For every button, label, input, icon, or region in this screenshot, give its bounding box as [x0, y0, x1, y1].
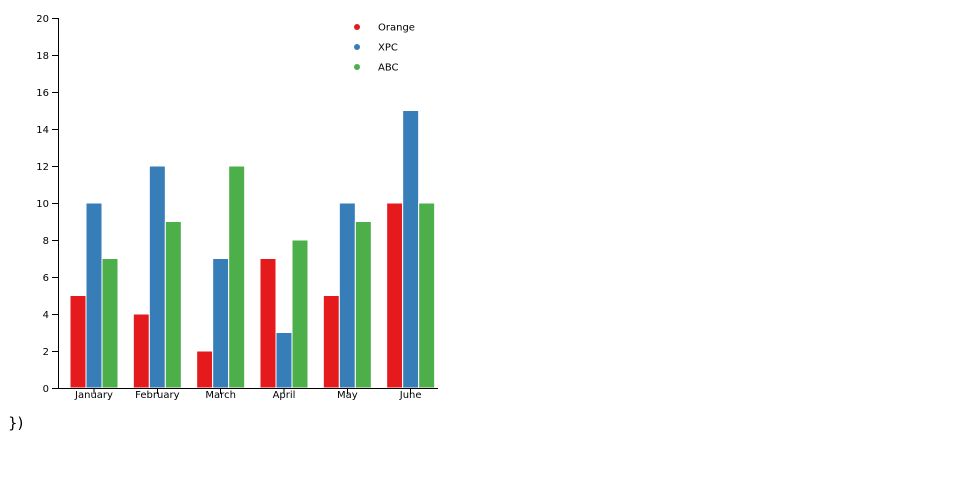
y-tick-label: 8	[43, 236, 49, 247]
x-tick-label: April	[273, 390, 296, 401]
bar-orange-june	[386, 202, 404, 389]
grouped-bar-chart: 0 2 4 6 8 10 12 14 16 18 20 January February March Ap…	[36, 14, 438, 401]
legend-label-orange: Orange	[378, 23, 415, 34]
bar-xpc-march	[212, 258, 230, 389]
bar-orange-april	[259, 258, 277, 389]
y-tick-label: 10	[36, 199, 49, 210]
y-tick-label: 6	[43, 273, 49, 284]
bar-orange-january	[69, 295, 87, 389]
legend-label-abc: ABC	[378, 63, 399, 74]
bar-orange-may	[322, 295, 340, 389]
y-tick-label: 18	[36, 51, 49, 62]
y-tick-label: 20	[36, 14, 49, 25]
legend: Orange XPC ABC	[354, 23, 415, 74]
y-tick-label: 0	[43, 384, 49, 395]
x-tick-label: May	[337, 390, 358, 401]
bar-xpc-may	[338, 202, 356, 389]
x-tick-label: June	[399, 390, 422, 401]
bars-group	[69, 110, 436, 389]
bar-xpc-january	[85, 202, 103, 389]
bar-abc-april	[291, 239, 309, 389]
y-tick-label: 16	[36, 88, 49, 99]
bar-abc-may	[354, 221, 372, 389]
x-tick-label: March	[205, 390, 235, 401]
x-axis: January February March April May June	[58, 388, 438, 401]
y-tick-label: 12	[36, 162, 49, 173]
stray-code-text: })	[8, 414, 24, 432]
legend-label-xpc: XPC	[378, 43, 398, 54]
legend-swatch-abc	[354, 64, 360, 70]
bar-abc-june	[418, 202, 436, 389]
legend-swatch-xpc	[354, 44, 360, 50]
x-tick-label: January	[74, 390, 113, 401]
y-tick-label: 14	[36, 125, 49, 136]
bar-xpc-april	[275, 332, 293, 389]
bar-xpc-june	[402, 110, 420, 389]
x-tick-label: February	[135, 390, 179, 401]
bar-abc-february	[164, 221, 182, 389]
bar-abc-january	[101, 258, 119, 389]
bar-orange-february	[132, 313, 150, 389]
y-tick-label: 4	[43, 310, 49, 321]
y-tick-label: 2	[43, 347, 49, 358]
bar-orange-march	[196, 350, 214, 389]
bar-abc-march	[228, 165, 246, 389]
y-axis: 0 2 4 6 8 10 12 14 16 18 20	[36, 14, 59, 395]
bar-xpc-february	[148, 165, 166, 389]
legend-swatch-orange	[354, 24, 360, 30]
